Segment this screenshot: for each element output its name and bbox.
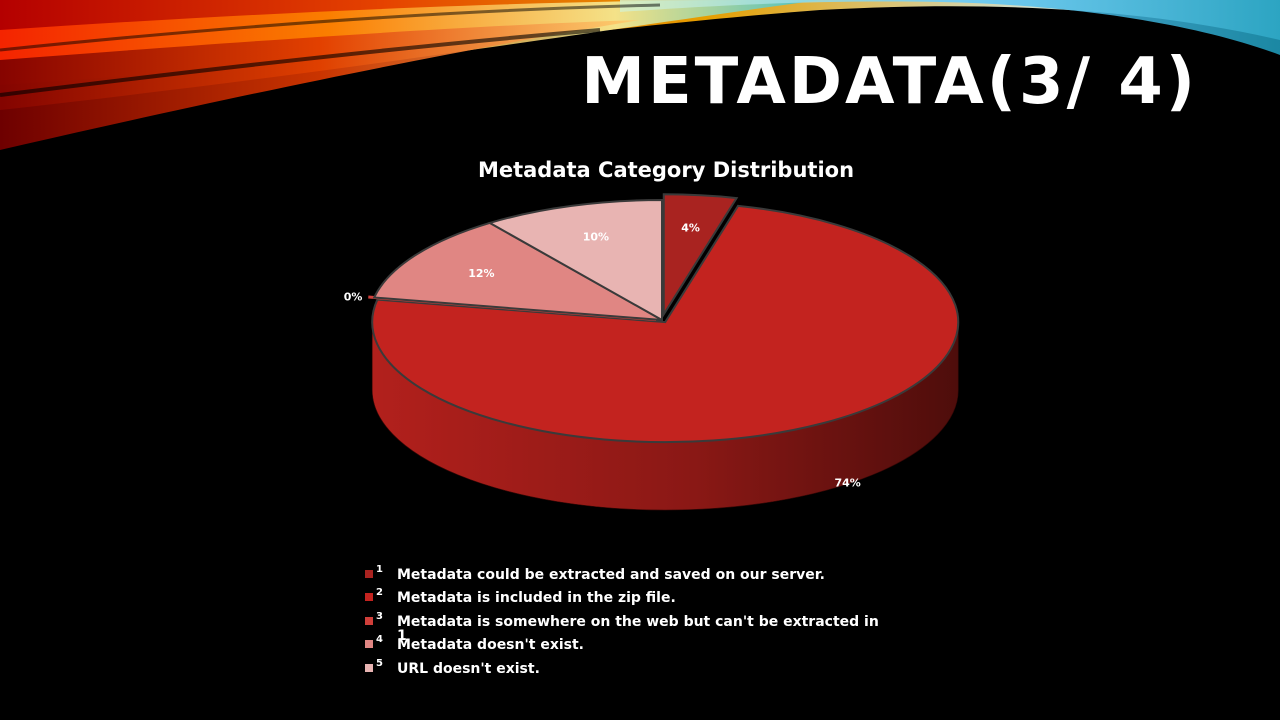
legend-label-3: Metadata is somewhere on the web but can…: [397, 614, 879, 630]
legend-label-1: Metadata could be extracted and saved on…: [397, 567, 825, 583]
legend-swatch-5: [365, 664, 373, 672]
data-label-5: 10%: [583, 231, 609, 244]
legend-number-4: 4: [376, 634, 383, 645]
pie-slice-1: [662, 193, 739, 318]
pie-slice-2: [371, 204, 960, 444]
legend-number-5: 5: [376, 658, 383, 669]
legend-overflow-mark: 1: [397, 628, 407, 644]
legend-swatch-2: [365, 593, 373, 601]
legend-label-5: URL doesn't exist.: [397, 661, 540, 677]
data-label-2: 74%: [835, 476, 861, 489]
pie-slice-4: [372, 221, 663, 321]
chart-title: Metadata Category Distribution: [477, 158, 855, 182]
data-label-3: 0%: [344, 291, 363, 304]
slide-title: METADATA(3/ 4): [581, 45, 1198, 119]
legend-label-2: Metadata is included in the zip file.: [397, 590, 676, 606]
legend-number-3: 3: [376, 611, 383, 622]
data-label-1: 4%: [681, 221, 700, 234]
legend-swatch-4: [365, 640, 373, 648]
legend-swatch-3: [365, 617, 373, 625]
legend-label-4: Metadata doesn't exist.: [397, 637, 585, 653]
pie-slice-5: [487, 198, 663, 322]
decorative-swoosh-banner: [0, 0, 1280, 150]
legend-number-1: 1: [376, 564, 383, 575]
pie-chart: 4% 74% 0% 12% 10%: [344, 193, 960, 511]
data-label-4: 12%: [468, 267, 494, 280]
legend-number-2: 2: [376, 587, 383, 598]
legend-swatch-1: [365, 570, 373, 578]
chart-legend: 1 Metadata could be extracted and saved o…: [362, 560, 922, 690]
